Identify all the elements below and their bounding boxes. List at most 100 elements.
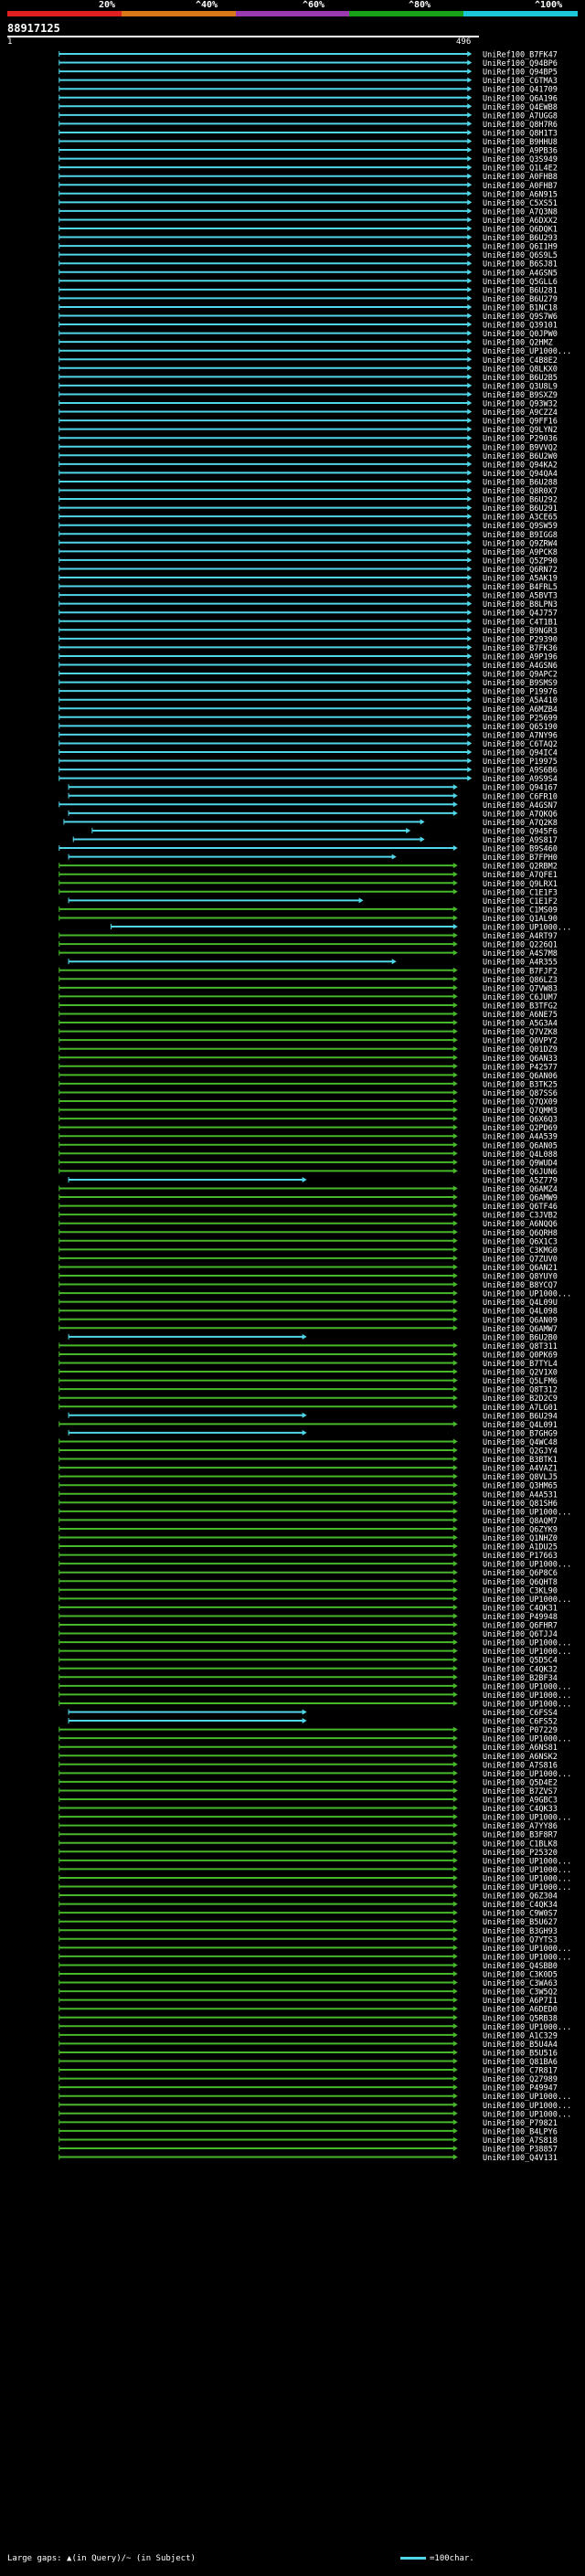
hit-label[interactable]: UniRef100_UP1000... [483, 924, 571, 933]
hit-row[interactable]: UniRef100_UP1000... [58, 1857, 571, 1866]
hit-label[interactable]: UniRef100_Q6AMW9 [483, 1194, 558, 1203]
hit-row[interactable]: UniRef100_Q4J757 [58, 610, 558, 619]
hit-row[interactable]: UniRef100_Q7ZUV0 [58, 1255, 558, 1264]
hit-label[interactable]: UniRef100_Q4EWB8 [483, 103, 558, 112]
hit-label[interactable]: UniRef100_Q01DZ9 [483, 1045, 558, 1055]
hit-label[interactable]: UniRef100_C3KMG0 [483, 1246, 558, 1256]
hit-row[interactable]: UniRef100_Q01DZ9 [58, 1045, 558, 1055]
hit-label[interactable]: UniRef100_A6DXX2 [483, 217, 558, 226]
hit-label[interactable]: UniRef100_C5XS51 [483, 199, 558, 208]
hit-row[interactable]: UniRef100_Q8H1T3 [58, 129, 558, 138]
hit-label[interactable]: UniRef100_C1E1F2 [483, 897, 558, 906]
hit-row[interactable]: UniRef100_P49947 [58, 2084, 558, 2094]
hit-label[interactable]: UniRef100_Q5GLL6 [483, 278, 558, 287]
hit-row[interactable]: UniRef100_Q6AN33 [58, 1055, 558, 1064]
hit-row[interactable]: UniRef100_Q9SW59 [58, 522, 558, 531]
hit-label[interactable]: UniRef100_UP1000... [483, 2102, 571, 2111]
hit-row[interactable]: UniRef100_UP1000... [58, 2023, 571, 2032]
hit-label[interactable]: UniRef100_Q0VPY2 [483, 1037, 558, 1046]
hit-label[interactable]: UniRef100_UP1000... [483, 1814, 571, 1823]
hit-row[interactable]: UniRef100_A4GSN7 [58, 801, 558, 811]
hit-row[interactable]: UniRef100_A6P7I1 [58, 1997, 558, 2006]
hit-label[interactable]: UniRef100_Q8LKX0 [483, 365, 558, 374]
hit-label[interactable]: UniRef100_Q6S9L5 [483, 251, 558, 260]
hit-label[interactable]: UniRef100_C1E1F3 [483, 888, 558, 897]
hit-row[interactable]: UniRef100_P49948 [58, 1613, 558, 1622]
hit-label[interactable]: UniRef100_P42577 [483, 1063, 558, 1072]
hit-label[interactable]: UniRef100_A7Q3N8 [483, 207, 558, 217]
hit-label[interactable]: UniRef100_Q6P8C6 [483, 1569, 558, 1578]
hit-row[interactable]: UniRef100_A4GSN6 [58, 662, 558, 671]
hit-row[interactable]: UniRef100_A7UGG8 [58, 111, 558, 121]
hit-row[interactable]: UniRef100_UP1000... [111, 924, 572, 933]
hit-row[interactable]: UniRef100_A4S7M8 [58, 949, 558, 959]
hit-row[interactable]: UniRef100_C1BLK8 [58, 1839, 558, 1849]
hit-row[interactable]: UniRef100_B3GH93 [58, 1927, 558, 1936]
hit-row[interactable]: UniRef100_C3KMG0 [58, 1246, 558, 1256]
hit-label[interactable]: UniRef100_Q0JPW0 [483, 330, 558, 339]
hit-row[interactable]: UniRef100_B2BF34 [58, 1674, 558, 1683]
hit-label[interactable]: UniRef100_B9NGR3 [483, 627, 558, 636]
hit-row[interactable]: UniRef100_Q39101 [58, 322, 558, 331]
hit-row[interactable]: UniRef100_B5U4A4 [58, 2041, 558, 2050]
hit-row[interactable]: UniRef100_Q6X1C3 [58, 1237, 558, 1246]
hit-label[interactable]: UniRef100_A9GBC3 [483, 1797, 558, 1806]
hit-row[interactable]: UniRef100_A6N915 [58, 190, 558, 199]
hit-row[interactable]: UniRef100_Q9WUD4 [58, 1159, 558, 1168]
hit-row[interactable]: UniRef100_B3BTK1 [58, 1456, 558, 1465]
hit-row[interactable]: UniRef100_Q6A196 [58, 94, 558, 103]
hit-label[interactable]: UniRef100_Q6AN33 [483, 1055, 558, 1064]
hit-label[interactable]: UniRef100_Q1NHZ0 [483, 1534, 558, 1543]
hit-label[interactable]: UniRef100_Q0PK69 [483, 1351, 558, 1360]
hit-label[interactable]: UniRef100_Q9SW59 [483, 522, 558, 531]
hit-row[interactable]: UniRef100_C6FS52 [68, 1718, 558, 1727]
hit-row[interactable]: UniRef100_B9SMS9 [58, 679, 558, 688]
hit-row[interactable]: UniRef100_B6U288 [58, 478, 558, 487]
hit-label[interactable]: UniRef100_Q87SS6 [483, 1089, 558, 1098]
hit-label[interactable]: UniRef100_Q8T312 [483, 1386, 558, 1395]
hit-row[interactable]: UniRef100_B7GHG9 [68, 1429, 558, 1438]
hit-row[interactable]: UniRef100_C6TAQ2 [58, 740, 558, 749]
hit-row[interactable]: UniRef100_UP1000... [58, 1814, 571, 1823]
hit-label[interactable]: UniRef100_Q4WC48 [483, 1438, 558, 1447]
hit-label[interactable]: UniRef100_A7QKQ6 [483, 810, 558, 819]
hit-label[interactable]: UniRef100_B4LPY6 [483, 2127, 558, 2136]
hit-label[interactable]: UniRef100_C6FSS4 [483, 1709, 558, 1718]
hit-row[interactable]: UniRef100_A7QFE1 [58, 871, 558, 880]
hit-label[interactable]: UniRef100_Q2GJY4 [483, 1447, 558, 1457]
hit-row[interactable]: UniRef100_A4RT97 [58, 932, 558, 941]
hit-row[interactable]: UniRef100_Q9LYN2 [58, 426, 558, 435]
hit-row[interactable]: UniRef100_P25699 [58, 714, 558, 723]
hit-label[interactable]: UniRef100_Q3U8L9 [483, 382, 558, 391]
hit-row[interactable]: UniRef100_Q4L091 [58, 1421, 558, 1430]
hit-row[interactable]: UniRef100_B6U293 [58, 234, 558, 243]
hit-label[interactable]: UniRef100_B9S460 [483, 845, 558, 854]
hit-label[interactable]: UniRef100_Q6JUN6 [483, 1168, 558, 1177]
hit-label[interactable]: UniRef100_B3BTK1 [483, 1456, 558, 1465]
hit-row[interactable]: UniRef100_Q94QA4 [58, 470, 558, 479]
hit-row[interactable]: UniRef100_Q1AL90 [58, 915, 558, 924]
hit-label[interactable]: UniRef100_B9SXZ9 [483, 391, 558, 400]
hit-label[interactable]: UniRef100_A1C329 [483, 2031, 558, 2041]
hit-row[interactable]: UniRef100_Q7QMM3 [58, 1107, 558, 1116]
hit-label[interactable]: UniRef100_Q94167 [483, 784, 558, 793]
hit-row[interactable]: UniRef100_Q2RBM2 [58, 863, 558, 872]
hit-row[interactable]: UniRef100_A7NY96 [58, 731, 558, 740]
hit-label[interactable]: UniRef100_UP1000... [483, 1883, 571, 1892]
hit-row[interactable]: UniRef100_Q6AN21 [58, 1264, 558, 1273]
hit-label[interactable]: UniRef100_Q9S7W6 [483, 313, 558, 322]
hit-label[interactable]: UniRef100_Q9ZRW4 [483, 539, 558, 548]
hit-row[interactable]: UniRef100_B9IGG8 [58, 531, 558, 540]
hit-row[interactable]: UniRef100_P19976 [58, 688, 558, 697]
hit-row[interactable]: UniRef100_Q7QX09 [58, 1098, 558, 1108]
hit-row[interactable]: UniRef100_Q94KA2 [58, 461, 558, 470]
hit-row[interactable]: UniRef100_A6NS81 [58, 1744, 558, 1753]
hit-label[interactable]: UniRef100_Q81SH6 [483, 1500, 558, 1509]
hit-row[interactable]: UniRef100_Q5ZP90 [58, 557, 558, 566]
hit-row[interactable]: UniRef100_P38857 [58, 2146, 558, 2155]
hit-row[interactable]: UniRef100_UP1000... [58, 1595, 571, 1605]
hit-label[interactable]: UniRef100_B3TK25 [483, 1080, 558, 1089]
hit-label[interactable]: UniRef100_A4GSN6 [483, 662, 558, 671]
hit-row[interactable]: UniRef100_C4T1B1 [58, 618, 558, 627]
hit-label[interactable]: UniRef100_A7LG01 [483, 1404, 558, 1413]
